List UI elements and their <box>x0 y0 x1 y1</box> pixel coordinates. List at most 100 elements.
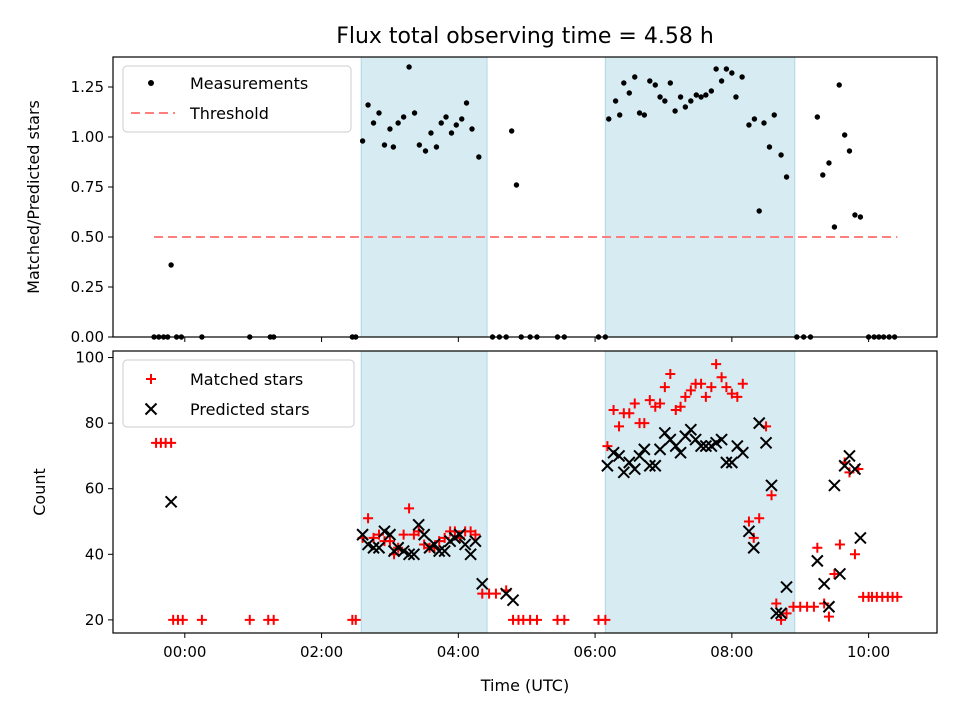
matched-stars-point-72 <box>721 382 732 393</box>
legend-predicted-label: Predicted stars <box>190 400 310 419</box>
measurements-point-87 <box>820 172 826 178</box>
predicted-stars-point-33 <box>633 449 646 463</box>
matched-stars-point-59 <box>655 398 666 409</box>
measurements-point-30 <box>448 130 455 136</box>
ratio-y-tick-label-1: 0.25 <box>71 278 104 296</box>
matched-stars-point-48 <box>600 614 611 625</box>
matched-stars-point-87 <box>808 601 819 612</box>
counts-panel-y-ticks: 20 40 60 80 100 <box>75 349 113 629</box>
measurements-point-74 <box>739 74 745 80</box>
measurements-point-63 <box>682 104 689 110</box>
predicted-stars-point-69 <box>848 462 862 476</box>
predicted-stars-point-26 <box>506 594 520 607</box>
predicted-stars-point-4 <box>372 541 386 554</box>
predicted-stars-point-59 <box>770 607 783 620</box>
measurements-point-49 <box>612 98 619 104</box>
measurements-point-23 <box>411 110 418 116</box>
predicted-stars-point-15 <box>428 538 441 551</box>
ratio-y-tick-label-0: 0.00 <box>71 328 104 346</box>
measurements-point-69 <box>713 66 719 72</box>
measurements-point-67 <box>703 92 709 98</box>
matched-stars-point-104 <box>892 591 903 602</box>
measurements-point-19 <box>390 144 397 150</box>
ratio-panel-y-ticks: 0.00 0.25 0.50 0.75 1.00 1.25 <box>71 78 113 346</box>
measurements-point-26 <box>428 130 434 136</box>
matched-stars-point-75 <box>737 378 748 389</box>
measurements-point-33 <box>463 100 470 106</box>
matched-stars-point-8 <box>244 614 255 625</box>
counts-y-tick-label-4: 100 <box>75 349 104 367</box>
measurements-point-81 <box>778 152 784 158</box>
predicted-stars-point-63 <box>817 577 831 591</box>
matched-stars-point-54 <box>629 398 640 409</box>
measurements-point-61 <box>672 108 678 114</box>
predicted-stars-point-46 <box>699 439 713 453</box>
measurements-point-92 <box>846 148 853 154</box>
legend-predicted-marker <box>144 402 158 416</box>
measurements-point-89 <box>831 224 838 230</box>
measurements-point-88 <box>826 160 832 166</box>
matched-stars-point-82 <box>776 614 787 625</box>
measurements-point-27 <box>433 144 440 150</box>
matched-stars-point-63 <box>675 401 686 412</box>
x-tick-label-5: 10:00 <box>847 643 890 661</box>
matched-stars-point-10 <box>268 614 279 625</box>
predicted-stars-point-29 <box>612 449 626 463</box>
matched-stars-point-44 <box>531 614 542 625</box>
matched-stars-point-76 <box>743 516 754 527</box>
ratio-y-tick-label-3: 0.75 <box>71 178 104 196</box>
counts-panel-frame <box>112 350 938 634</box>
matched-stars-point-74 <box>732 391 743 402</box>
predicted-stars-point-35 <box>643 459 657 472</box>
matched-stars-point-56 <box>639 418 650 429</box>
predicted-stars-point-2 <box>361 538 375 551</box>
matched-stars-point-91 <box>829 568 840 579</box>
measurements-point-71 <box>723 66 730 72</box>
matched-stars-point-49 <box>602 441 613 452</box>
matched-stars-point-31 <box>449 526 460 537</box>
matched-stars-point-12 <box>350 614 361 625</box>
measurements-point-75 <box>746 122 752 128</box>
predicted-stars-point-57 <box>759 436 773 450</box>
measurements-point-64 <box>688 98 694 104</box>
matched-stars-point-38 <box>490 588 501 599</box>
matched-stars-point-83 <box>781 608 792 619</box>
ratio-shaded-interval-0 <box>360 56 488 338</box>
predicted-stars-point-27 <box>601 459 614 472</box>
predicted-stars-point-65 <box>828 479 841 492</box>
matched-stars-point-61 <box>665 368 676 379</box>
measurements-point-58 <box>657 94 663 100</box>
measurements-point-51 <box>621 80 627 86</box>
measurements-point-18 <box>387 126 393 132</box>
matched-stars-point-22 <box>404 503 415 514</box>
legend-matched-label: Matched stars <box>190 370 303 389</box>
predicted-stars-point-70 <box>854 531 867 545</box>
ratio-panel-legend: Measurements Threshold <box>122 65 352 133</box>
predicted-stars-point-58 <box>765 479 778 492</box>
matched-stars-point-28 <box>434 536 445 547</box>
measurements-point-28 <box>438 120 444 126</box>
measurements-point-86 <box>814 114 821 120</box>
measurements-point-34 <box>469 126 475 132</box>
predicted-stars-point-3 <box>367 541 380 554</box>
predicted-stars-point-36 <box>649 459 662 472</box>
measurements-point-21 <box>400 114 407 120</box>
ratio-panel: 0.00 0.25 0.50 0.75 1.00 1.25 Matched/Predict… <box>24 56 938 346</box>
measurements-point-79 <box>766 144 773 150</box>
predicted-stars-point-55 <box>747 541 760 554</box>
measurements-point-52 <box>626 90 632 96</box>
counts-legend-box <box>122 359 355 428</box>
ratio-y-tick-label-5: 1.25 <box>71 78 104 96</box>
matched-stars-point-6 <box>177 614 188 625</box>
matched-stars-point-73 <box>726 388 737 399</box>
predicted-stars-point-23 <box>469 534 482 548</box>
ratio-legend-box <box>122 65 352 133</box>
predicted-stars-point-43 <box>684 423 698 436</box>
counts-y-tick-label-2: 60 <box>85 480 104 498</box>
matched-stars-point-51 <box>614 421 625 432</box>
predicted-stars-point-64 <box>822 600 836 613</box>
measurements-point-16 <box>376 110 382 116</box>
measurements-point-70 <box>718 78 725 84</box>
predicted-stars-point-9 <box>397 544 410 558</box>
matched-stars-point-15 <box>368 532 379 543</box>
